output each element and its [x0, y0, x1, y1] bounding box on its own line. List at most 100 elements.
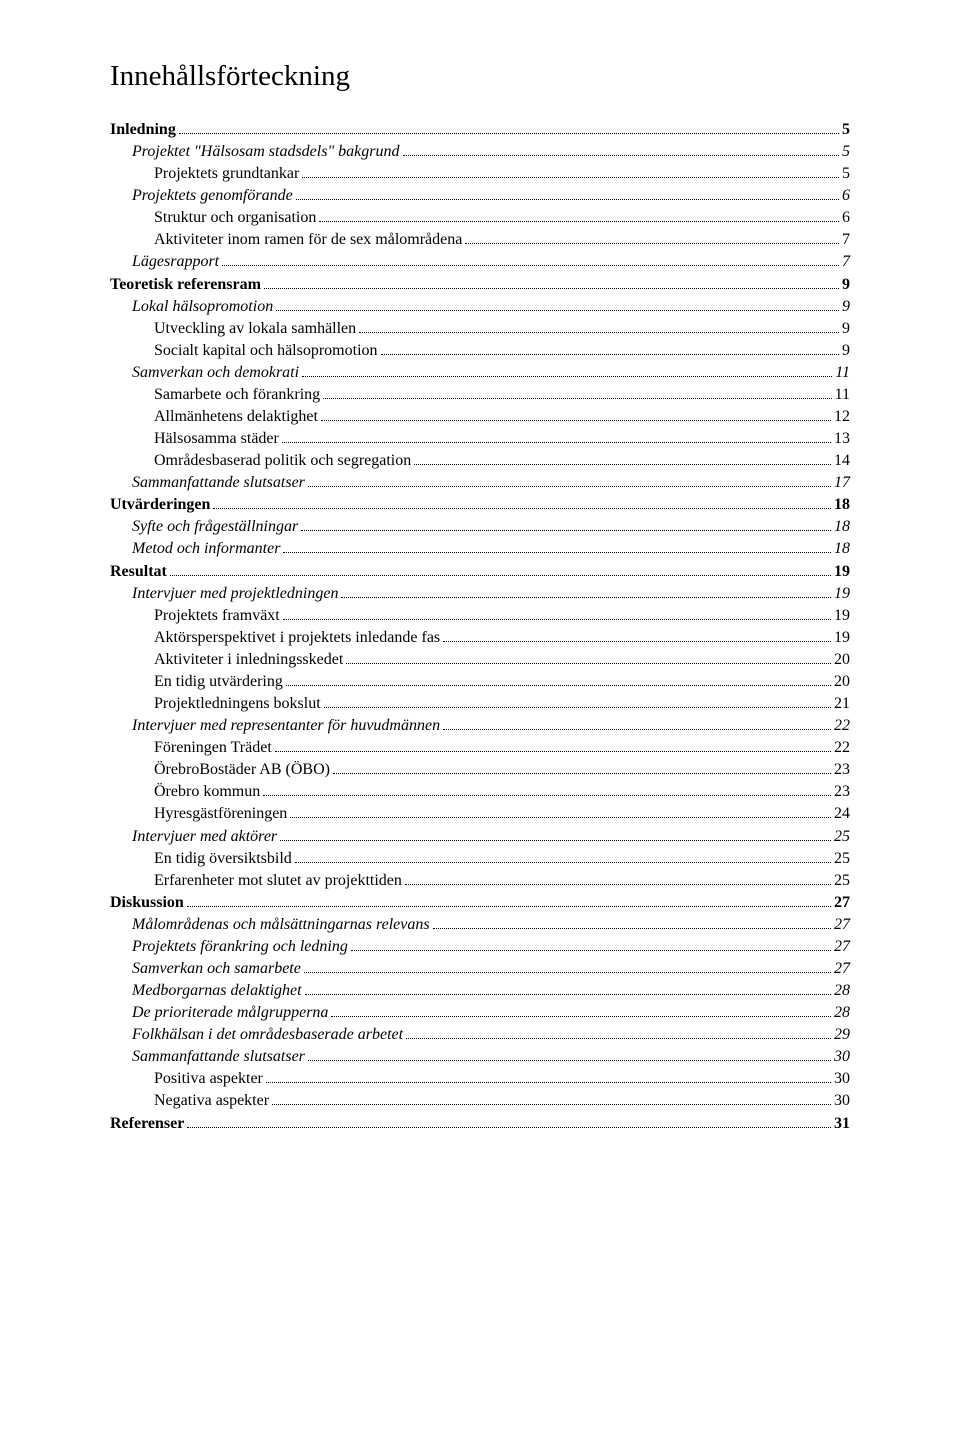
toc-leader-dots [341, 597, 831, 598]
toc-leader-dots [280, 840, 831, 841]
toc-entry-label: Positiva aspekter [154, 1068, 263, 1090]
toc-entry: Teoretisk referensram9 [110, 274, 850, 296]
toc-entry-page: 31 [834, 1113, 850, 1135]
toc-leader-dots [443, 641, 831, 642]
toc-entry-page: 19 [834, 561, 850, 583]
toc-leader-dots [283, 552, 831, 553]
toc-entry-label: De prioriterade målgrupperna [132, 1002, 328, 1024]
toc-leader-dots [414, 464, 831, 465]
toc-entry-page: 19 [834, 627, 850, 649]
toc-entry-label: Lägesrapport [132, 251, 219, 273]
toc-entry-page: 21 [834, 693, 850, 715]
toc-leader-dots [187, 906, 831, 907]
toc-entry-label: Medborgarnas delaktighet [132, 980, 302, 1002]
toc-leader-dots [465, 243, 839, 244]
toc-entry-label: En tidig översiktsbild [154, 848, 292, 870]
toc-entry-label: Aktiviteter i inledningsskedet [154, 649, 343, 671]
toc-entry: Projektets framväxt19 [110, 605, 850, 627]
toc-entry: Inledning5 [110, 119, 850, 141]
toc-entry-page: 6 [842, 207, 850, 229]
toc-entry: Diskussion27 [110, 892, 850, 914]
toc-entry-page: 6 [842, 185, 850, 207]
toc-entry: Intervjuer med representanter för huvudm… [110, 715, 850, 737]
toc-leader-dots [266, 1082, 831, 1083]
toc-entry: Projektledningens bokslut21 [110, 693, 850, 715]
toc-entry-label: Föreningen Trädet [154, 737, 272, 759]
toc-entry-page: 12 [834, 406, 850, 428]
toc-entry: Lägesrapport7 [110, 251, 850, 273]
toc-entry: Positiva aspekter 30 [110, 1068, 850, 1090]
toc-entry-label: Samverkan och demokrati [132, 362, 299, 384]
toc-entry-label: Utvärderingen [110, 494, 210, 516]
toc-leader-dots [213, 508, 831, 509]
toc-entry-page: 7 [842, 229, 850, 251]
toc-entry: Aktiviteter i inledningsskedet20 [110, 649, 850, 671]
toc-entry: Projektets genomförande 6 [110, 185, 850, 207]
toc-entry-label: Teoretisk referensram [110, 274, 261, 296]
toc-entry-label: Hälsosamma städer [154, 428, 279, 450]
toc-leader-dots [333, 773, 831, 774]
toc-leader-dots [275, 751, 831, 752]
toc-leader-dots [282, 442, 831, 443]
toc-entry-page: 27 [834, 914, 850, 936]
toc-entry: Samarbete och förankring 11 [110, 384, 850, 406]
toc-entry-label: Folkhälsan i det områdesbaserade arbetet [132, 1024, 403, 1046]
toc-entry-label: Struktur och organisation [154, 207, 316, 229]
toc-entry: Socialt kapital och hälsopromotion9 [110, 340, 850, 362]
toc-entry-label: Erfarenheter mot slutet av projekttiden [154, 870, 402, 892]
toc-entry-page: 5 [842, 141, 850, 163]
toc-entry-page: 22 [834, 715, 850, 737]
toc-entry-page: 30 [834, 1068, 850, 1090]
toc-entry-label: Diskussion [110, 892, 184, 914]
toc-leader-dots [351, 950, 831, 951]
toc-entry-label: Projektet "Hälsosam stadsdels" bakgrund [132, 141, 400, 163]
toc-entry-label: Samarbete och förankring [154, 384, 320, 406]
toc-entry-page: 18 [834, 494, 850, 516]
toc-entry-page: 29 [834, 1024, 850, 1046]
toc-leader-dots [295, 862, 831, 863]
toc-entry-page: 25 [834, 870, 850, 892]
toc-entry-label: Projektets förankring och ledning [132, 936, 348, 958]
toc-leader-dots [276, 310, 839, 311]
toc-entry-page: 28 [834, 980, 850, 1002]
toc-entry-label: Referenser [110, 1113, 184, 1135]
toc-leader-dots [406, 1038, 831, 1039]
toc-entry-page: 19 [834, 583, 850, 605]
toc-entry-page: 9 [842, 318, 850, 340]
toc-leader-dots [302, 177, 839, 178]
toc-entry-label: Projektets genomförande [132, 185, 293, 207]
toc-entry-page: 5 [842, 119, 850, 141]
toc-entry: Samverkan och demokrati11 [110, 362, 850, 384]
toc-entry-label: Socialt kapital och hälsopromotion [154, 340, 378, 362]
toc-leader-dots [272, 1104, 831, 1105]
toc-entry-page: 11 [835, 384, 850, 406]
toc-leader-dots [179, 133, 839, 134]
toc-entry-label: Örebro kommun [154, 781, 260, 803]
toc-title: Innehållsförteckning [110, 60, 850, 93]
toc-entry: Metod och informanter18 [110, 538, 850, 560]
toc-entry-label: Metod och informanter [132, 538, 280, 560]
toc-entry: Struktur och organisation 6 [110, 207, 850, 229]
toc-leader-dots [324, 707, 831, 708]
toc-entry: Projektet "Hälsosam stadsdels" bakgrund 5 [110, 141, 850, 163]
toc-entry: Hälsosamma städer13 [110, 428, 850, 450]
toc-entry-page: 27 [834, 936, 850, 958]
toc-entry-label: Negativa aspekter [154, 1090, 269, 1112]
toc-leader-dots [305, 994, 831, 995]
toc-entry: Resultat19 [110, 561, 850, 583]
toc-entry-label: Lokal hälsopromotion [132, 296, 273, 318]
toc-entry-label: Intervjuer med aktörer [132, 826, 277, 848]
toc-leader-dots [403, 155, 840, 156]
toc-entry-page: 5 [842, 163, 850, 185]
toc-entry: Örebro kommun23 [110, 781, 850, 803]
toc-entry-label: Allmänhetens delaktighet [154, 406, 318, 428]
toc-entry: Syfte och frågeställningar18 [110, 516, 850, 538]
toc-entry-label: Utveckling av lokala samhällen [154, 318, 356, 340]
toc-entry-label: Intervjuer med representanter för huvudm… [132, 715, 440, 737]
toc-entry-page: 25 [834, 826, 850, 848]
toc-leader-dots [296, 199, 839, 200]
toc-leader-dots [290, 817, 831, 818]
toc-leader-dots [346, 663, 831, 664]
toc-entry-label: Områdesbaserad politik och segregation [154, 450, 411, 472]
toc-entry: Allmänhetens delaktighet 12 [110, 406, 850, 428]
